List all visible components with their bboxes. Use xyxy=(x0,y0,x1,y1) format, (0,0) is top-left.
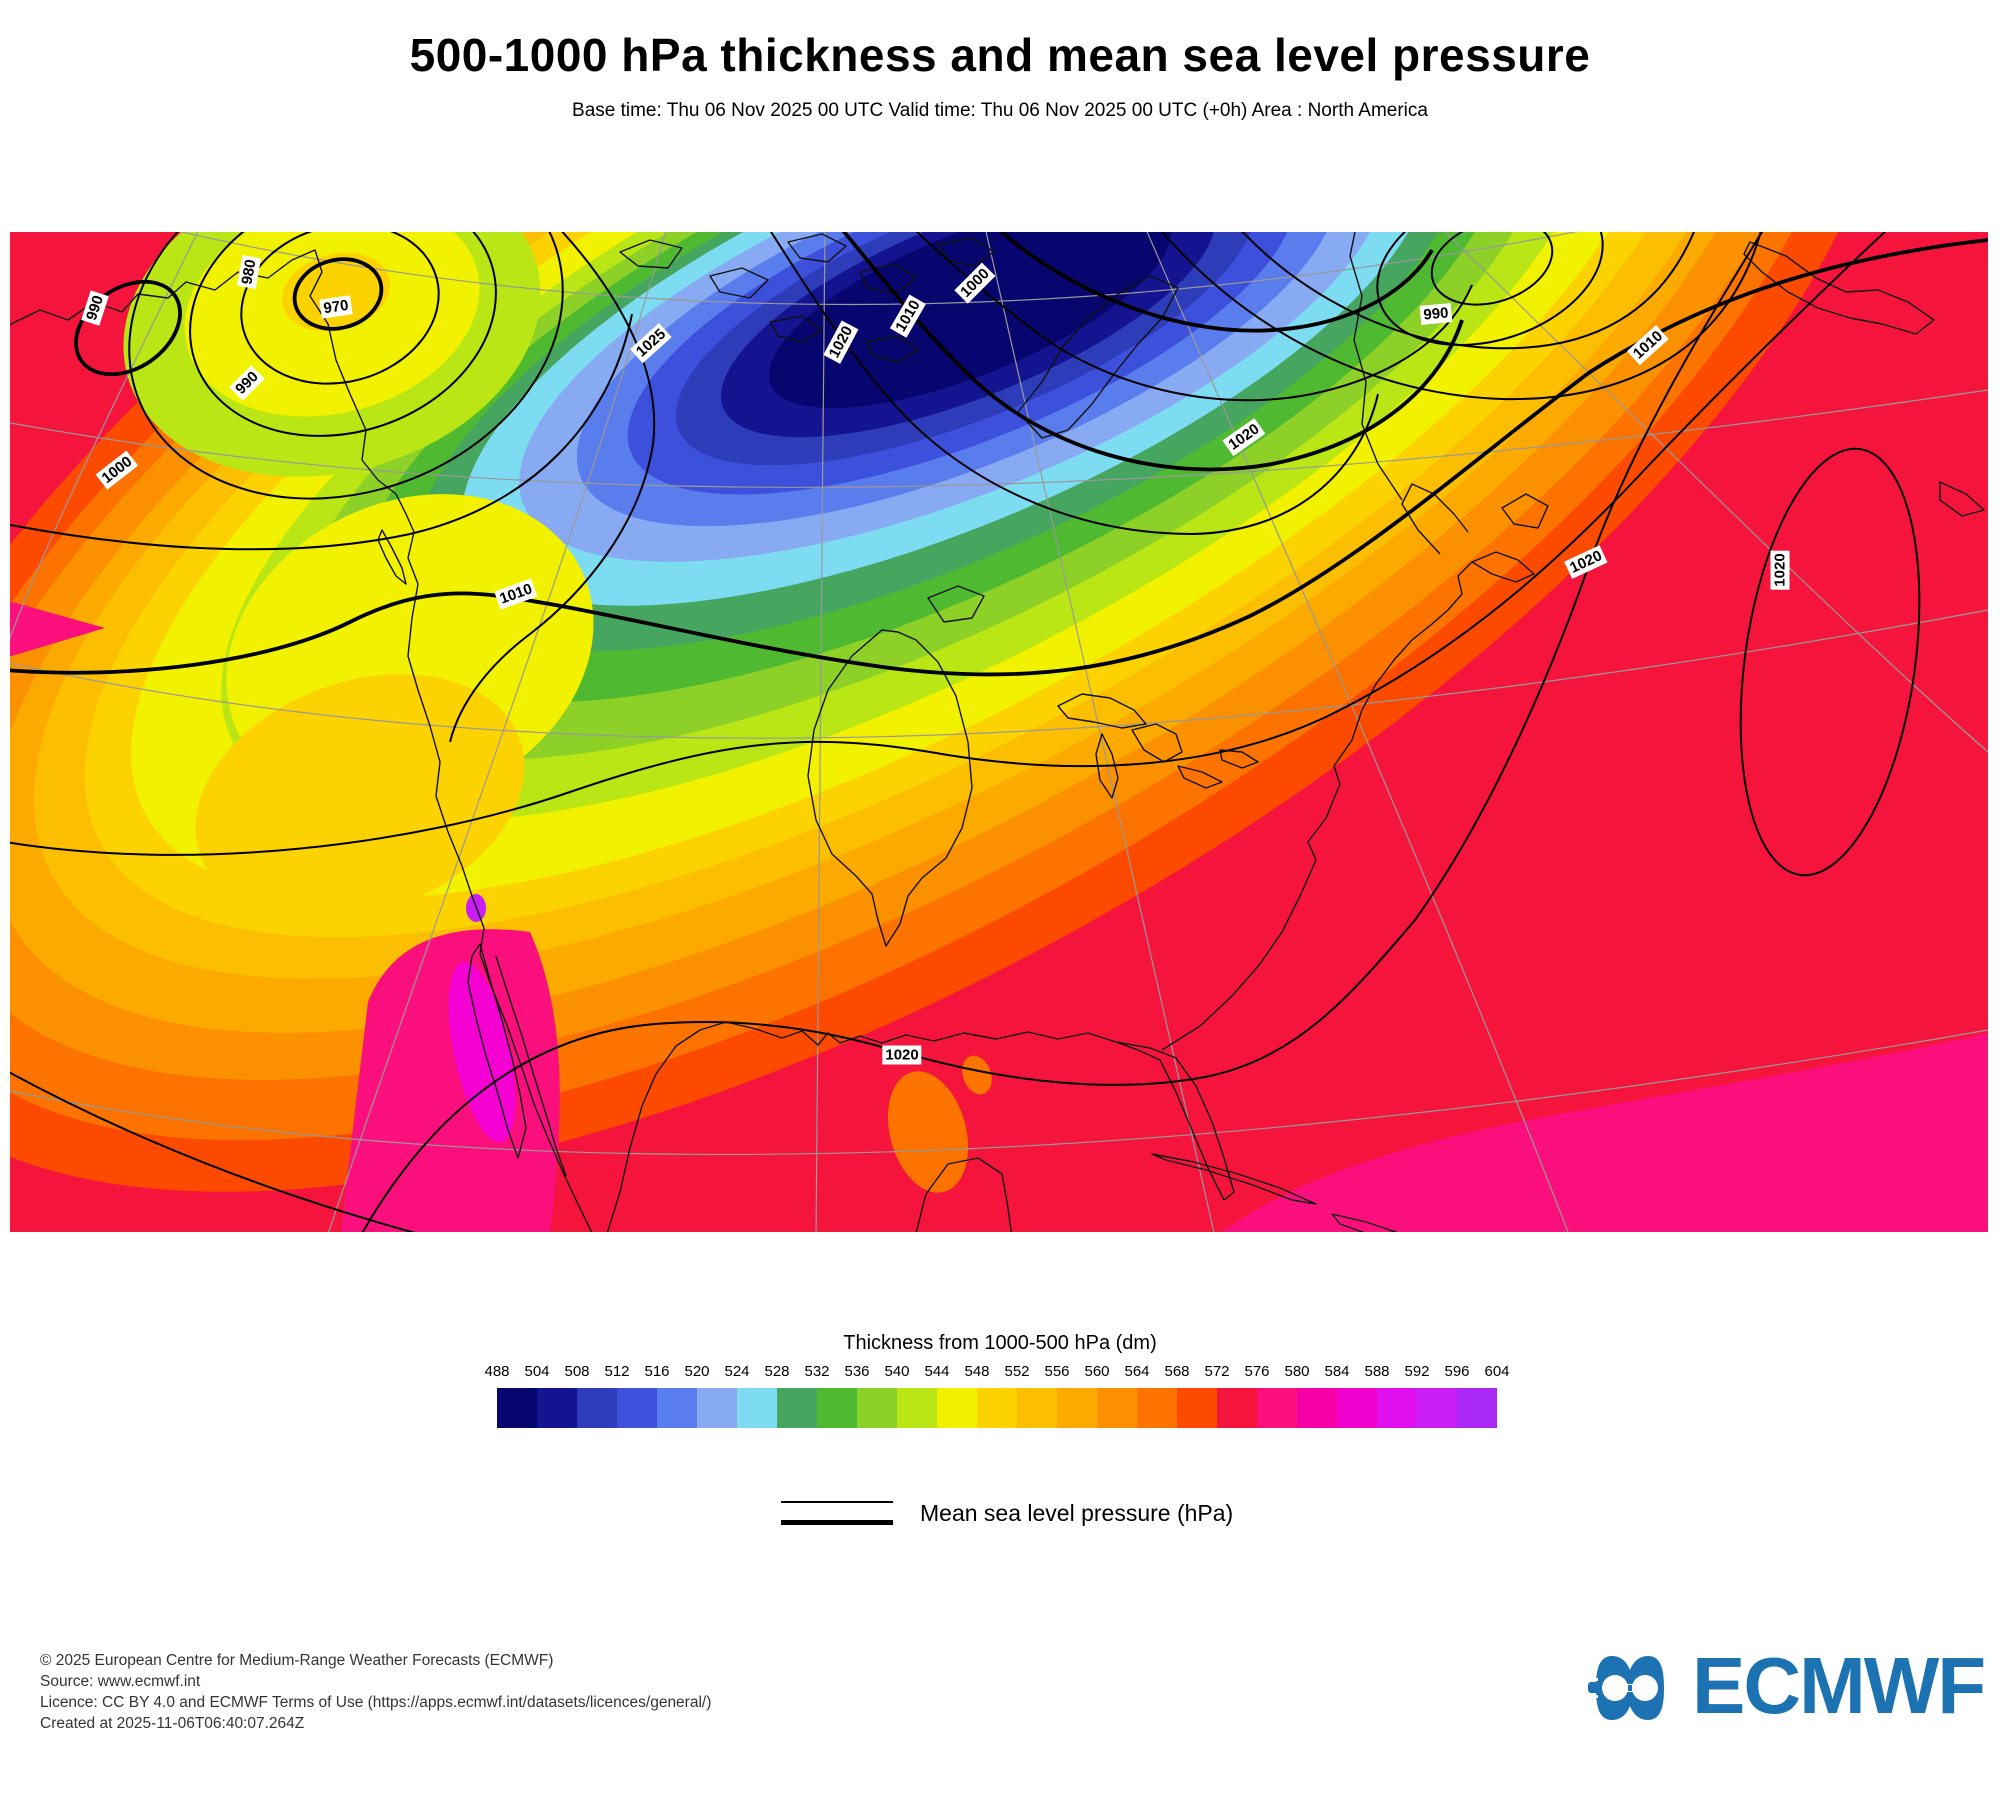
footer-created: Created at 2025-11-06T06:40:07.264Z xyxy=(40,1715,305,1732)
colorbar xyxy=(497,1388,1497,1428)
colorbar-cell xyxy=(1057,1388,1097,1428)
mslp-thick-line-sample xyxy=(781,1520,893,1525)
colorbar-tick: 544 xyxy=(924,1363,950,1380)
colorbar-cell xyxy=(1297,1388,1337,1428)
colorbar-cell xyxy=(737,1388,777,1428)
colorbar-tick: 556 xyxy=(1044,1363,1070,1380)
weather-map: 990 980 970 990 1000 1010 1025 1020 1010 1000 990 1… xyxy=(10,232,1988,1232)
colorbar-tick: 592 xyxy=(1404,1363,1430,1380)
colorbar-cell xyxy=(697,1388,737,1428)
footer-copyright: © 2025 European Centre for Medium-Range … xyxy=(40,1652,554,1669)
colorbar-tick: 576 xyxy=(1244,1363,1270,1380)
mslp-thin-line-sample xyxy=(781,1501,893,1503)
ecmwf-logo-mark xyxy=(1588,1656,1664,1720)
colorbar-tick: 528 xyxy=(764,1363,790,1380)
colorbar-cell xyxy=(617,1388,657,1428)
colorbar-tick: 548 xyxy=(964,1363,990,1380)
mslp-contours-thick xyxy=(10,232,1988,677)
colorbar-cell xyxy=(537,1388,577,1428)
colorbar-tick: 560 xyxy=(1084,1363,1110,1380)
colorbar-tick: 488 xyxy=(484,1363,510,1380)
coastlines xyxy=(10,232,1985,1232)
graticule xyxy=(10,232,1988,1232)
thickness-magenta-bands xyxy=(10,601,1988,1232)
gulf-orange-blobs xyxy=(887,1055,992,1193)
footer-attribution: © 2025 European Centre for Medium-Range … xyxy=(40,1650,711,1734)
colorbar-tick: 532 xyxy=(804,1363,830,1380)
thickness-cold-core xyxy=(461,232,1431,606)
thickness-mslp-field xyxy=(10,232,1988,1232)
colorbar-cell xyxy=(897,1388,937,1428)
colorbar-tick: 588 xyxy=(1364,1363,1390,1380)
colorbar-tick: 516 xyxy=(644,1363,670,1380)
colorbar-tick: 572 xyxy=(1204,1363,1230,1380)
mslp-legend-label: Mean sea level pressure (hPa) xyxy=(920,1500,1234,1526)
colorbar-cell xyxy=(1217,1388,1257,1428)
colorbar-tick: 512 xyxy=(604,1363,630,1380)
colorbar-tick: 580 xyxy=(1284,1363,1310,1380)
colorbar-tick: 604 xyxy=(1484,1363,1510,1380)
gold-patch-west xyxy=(195,674,525,920)
colorbar-tick: 524 xyxy=(724,1363,750,1380)
colorbar-cell xyxy=(1457,1388,1497,1428)
colorbar-tick: 596 xyxy=(1444,1363,1470,1380)
colorbar-tick: 508 xyxy=(564,1363,590,1380)
colorbar-tick: 536 xyxy=(844,1363,870,1380)
footer-source: Source: www.ecmwf.int xyxy=(40,1673,201,1690)
colorbar-cell xyxy=(1177,1388,1217,1428)
colorbar-tick: 552 xyxy=(1004,1363,1030,1380)
colorbar-tick: 568 xyxy=(1164,1363,1190,1380)
page-title: 500-1000 hPa thickness and mean sea leve… xyxy=(409,29,1591,81)
colorbar-cell xyxy=(577,1388,617,1428)
chart-subtitle: Base time: Thu 06 Nov 2025 00 UTC Valid … xyxy=(572,100,1428,121)
colorbar-title: Thickness from 1000-500 hPa (dm) xyxy=(843,1332,1157,1354)
ecmwf-logo: ECMWF xyxy=(1588,1638,1986,1746)
colorbar-cell xyxy=(777,1388,817,1428)
colorbar-cell xyxy=(1257,1388,1297,1428)
colorbar-cell xyxy=(1017,1388,1057,1428)
colorbar-ticks: 488 504 508 512 516 520 524 528 532 536 540 544 548 5… xyxy=(484,1363,1509,1381)
colorbar-cell xyxy=(937,1388,977,1428)
colorbar-cell xyxy=(977,1388,1017,1428)
colorbar-cell xyxy=(1137,1388,1177,1428)
colorbar-cell xyxy=(857,1388,897,1428)
colorbar-tick: 564 xyxy=(1124,1363,1150,1380)
colorbar-cell xyxy=(1097,1388,1137,1428)
colorbar-cell xyxy=(497,1388,537,1428)
colorbar-cell xyxy=(817,1388,857,1428)
footer-licence: Licence: CC BY 4.0 and ECMWF Terms of Us… xyxy=(40,1694,712,1711)
colorbar-tick: 520 xyxy=(684,1363,710,1380)
colorbar-cell xyxy=(1417,1388,1457,1428)
ecmwf-logo-text: ECMWF xyxy=(1692,1641,1986,1730)
colorbar-tick: 540 xyxy=(884,1363,910,1380)
colorbar-cell xyxy=(1337,1388,1377,1428)
colorbar-tick: 504 xyxy=(524,1363,550,1380)
colorbar-cell xyxy=(1377,1388,1417,1428)
colorbar-tick: 584 xyxy=(1324,1363,1350,1380)
colorbar-cell xyxy=(657,1388,697,1428)
